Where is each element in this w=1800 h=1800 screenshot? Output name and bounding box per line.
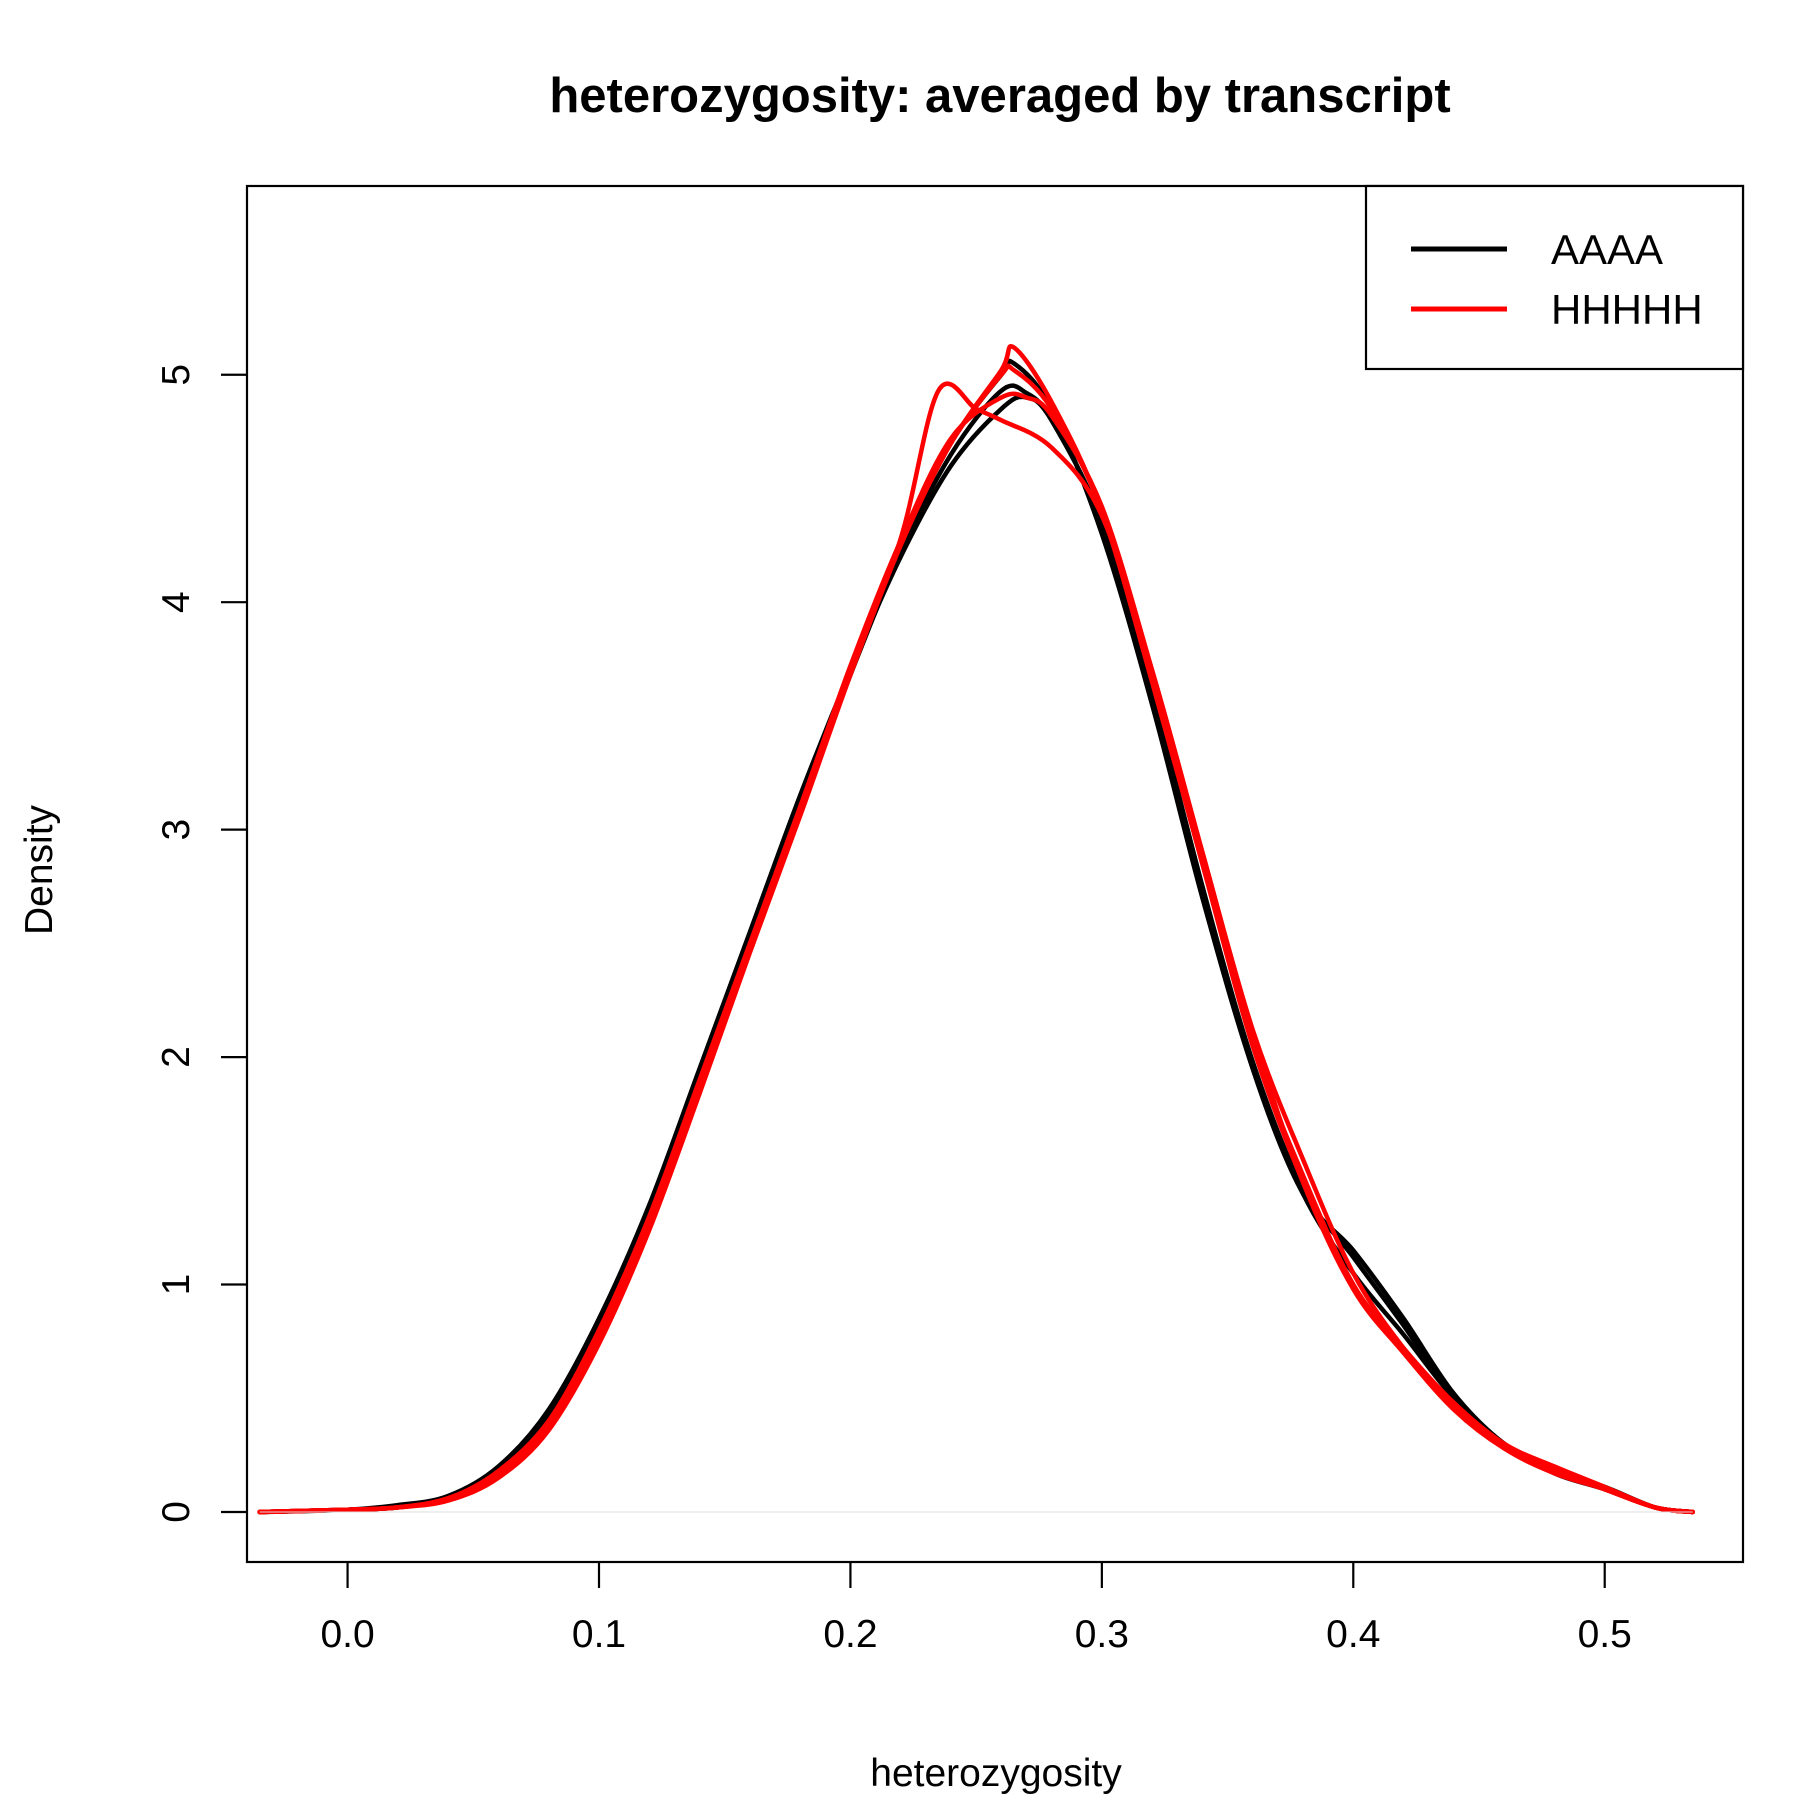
density-curves bbox=[257, 344, 1695, 1515]
x-tick-label: 0.5 bbox=[1578, 1613, 1632, 1656]
x-tick-label: 0.0 bbox=[320, 1613, 374, 1656]
y-tick-label: 5 bbox=[155, 364, 198, 386]
x-tick-label: 0.2 bbox=[823, 1613, 877, 1656]
y-axis: 0 1 2 3 4 5 bbox=[155, 364, 247, 1523]
density-curve-5 bbox=[257, 344, 1695, 1515]
density-curve-2 bbox=[257, 358, 1695, 1515]
y-axis-label: Density bbox=[18, 804, 61, 935]
x-tick-label: 0.1 bbox=[572, 1613, 626, 1656]
legend-box bbox=[1364, 184, 1745, 371]
y-tick-label: 4 bbox=[155, 591, 198, 613]
y-tick-label: 0 bbox=[155, 1501, 198, 1523]
legend-label: AAAA bbox=[1551, 226, 1663, 273]
legend: AAAA HHHHH bbox=[1364, 184, 1745, 371]
x-tick-label: 0.4 bbox=[1326, 1613, 1380, 1656]
density-curve-4 bbox=[257, 381, 1695, 1515]
y-tick-label: 2 bbox=[155, 1046, 198, 1068]
legend-label: HHHHH bbox=[1551, 286, 1703, 333]
plot-frame bbox=[245, 184, 1745, 1564]
x-axis-label: heterozygosity bbox=[870, 1752, 1122, 1795]
chart-title: heterozygosity: averaged by transcript bbox=[549, 69, 1450, 123]
density-curve-1 bbox=[257, 394, 1695, 1515]
x-axis: 0.0 0.1 0.2 0.3 0.4 0.5 bbox=[320, 1562, 1632, 1656]
y-tick-label: 1 bbox=[155, 1274, 198, 1296]
x-tick-label: 0.3 bbox=[1075, 1613, 1129, 1656]
density-curve-7 bbox=[257, 363, 1695, 1515]
density-curve-6 bbox=[257, 391, 1695, 1515]
y-tick-label: 3 bbox=[155, 819, 198, 841]
density-curve-3 bbox=[257, 383, 1695, 1515]
